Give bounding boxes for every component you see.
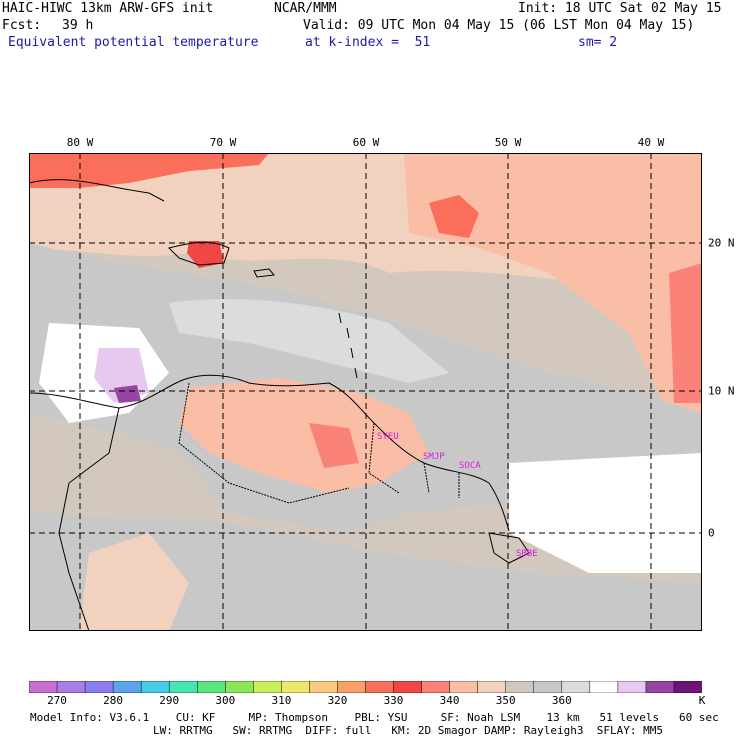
colorbar-swatch [168, 681, 199, 693]
colorbar-tick-label: 290 [159, 694, 180, 707]
colorbar-swatch [421, 681, 451, 693]
field-region-330-north [29, 153, 269, 188]
colorbar-swatch [393, 681, 423, 693]
colorbar-tick-label: 360 [551, 694, 572, 707]
model-title: HAIC-HIWC 13km ARW-GFS init [2, 1, 214, 16]
map-frame [29, 153, 702, 631]
lat-label-10n: 10 N [708, 384, 735, 398]
lon-label-70w: 70 W [209, 136, 237, 149]
coast-amazon-mouth [488, 532, 530, 564]
init-time: Init: 18 UTC Sat 02 May 15 [518, 1, 722, 16]
field-region-340-warm [404, 153, 702, 413]
lat-label-20n: 20 N [708, 236, 735, 250]
colorbar-swatch [281, 681, 311, 693]
station-label-smjp: SMJP [423, 452, 445, 462]
colorbar-swatch [533, 681, 563, 693]
colorbar-tick-label: 310 [271, 694, 292, 707]
field-region-330-cell [429, 195, 479, 238]
colorbar-swatch [365, 681, 395, 693]
field-region-land-335 [309, 423, 359, 468]
coast-pacific [58, 407, 120, 631]
lon-label-40w: 40 W [637, 136, 665, 149]
colorbar-swatch [29, 681, 58, 693]
colorbar-tick-label: 330 [383, 694, 404, 707]
colorbar-swatch [337, 681, 367, 693]
graticule [29, 153, 702, 631]
model-info-line1: Model Info: V3.6.1 CU: KF MP: Thompson P… [30, 711, 719, 724]
fcst-value: 39 h [62, 18, 94, 33]
colorbar-swatch [112, 681, 142, 693]
colorbar-swatch [645, 681, 675, 693]
field-region-355 [169, 299, 449, 383]
coast-cuba [29, 179, 165, 202]
colorbar-swatch [225, 681, 255, 693]
coast-puerto-rico [253, 268, 275, 278]
coast-south-america [29, 374, 510, 532]
colorbar-swatch [56, 681, 86, 693]
coast-lesser-antilles [338, 312, 358, 379]
field-region-370 [114, 385, 141, 403]
theta-e-map [29, 153, 702, 631]
field-region-south-warm [79, 533, 189, 631]
country-borders [178, 382, 460, 504]
coastlines [29, 179, 530, 631]
center-name: NCAR/MMM [274, 1, 337, 16]
field-region-hispaniola [187, 241, 224, 268]
colorbar-tick-label: 280 [103, 694, 124, 707]
colorbar-tick-label: 340 [439, 694, 460, 707]
valid-time: Valid: 09 UTC Mon 04 May 15 (06 LST Mon … [303, 18, 695, 33]
lat-label-0: 0 [708, 526, 715, 540]
colorbar-swatch [309, 681, 339, 693]
colorbar-swatch [84, 681, 114, 693]
colorbar-tick-label: 270 [47, 694, 67, 707]
field-region-350-south [29, 513, 702, 631]
colorbar-unit: K [698, 694, 706, 707]
border-colombia-venezuela [178, 382, 350, 504]
model-info-line2: LW: RRTMG SW: RRTMG DIFF: full KM: 2D Sm… [153, 724, 663, 737]
station-label-syeu: SYEU [377, 432, 399, 442]
colorbar-swatch [561, 681, 591, 693]
colorbar-swatch [197, 681, 227, 693]
colorbar-swatch [477, 681, 507, 693]
colorbar-swatch [589, 681, 619, 693]
lon-label-50w: 50 W [494, 136, 522, 149]
level-info: at k-index = 51 [305, 35, 431, 50]
colorbar-swatch [617, 681, 647, 693]
field-name: Equivalent potential temperature [8, 35, 259, 50]
colorbar [29, 681, 702, 693]
lon-label-80w: 80 W [66, 136, 94, 149]
colorbar-swatch [253, 681, 283, 693]
colorbar-swatch [505, 681, 535, 693]
colorbar-tick-label: 350 [495, 694, 516, 707]
colorbar-swatch [673, 681, 702, 693]
colorbar-swatch [140, 681, 170, 693]
smoothing-info: sm= 2 [578, 35, 618, 50]
station-label-sbbe: SBBE [516, 549, 538, 559]
colorbar-swatch [449, 681, 479, 693]
colorbar-tick-label: 320 [327, 694, 348, 707]
border-guyana [368, 422, 400, 494]
station-label-soca: SOCA [459, 461, 481, 471]
field-region-360-east [509, 453, 702, 573]
field-region-335-east [669, 263, 702, 403]
border-suriname [423, 462, 430, 494]
fcst-label: Fcst: [2, 18, 42, 33]
colorbar-tick-label: 300 [215, 694, 236, 707]
lon-label-60w: 60 W [352, 136, 380, 149]
